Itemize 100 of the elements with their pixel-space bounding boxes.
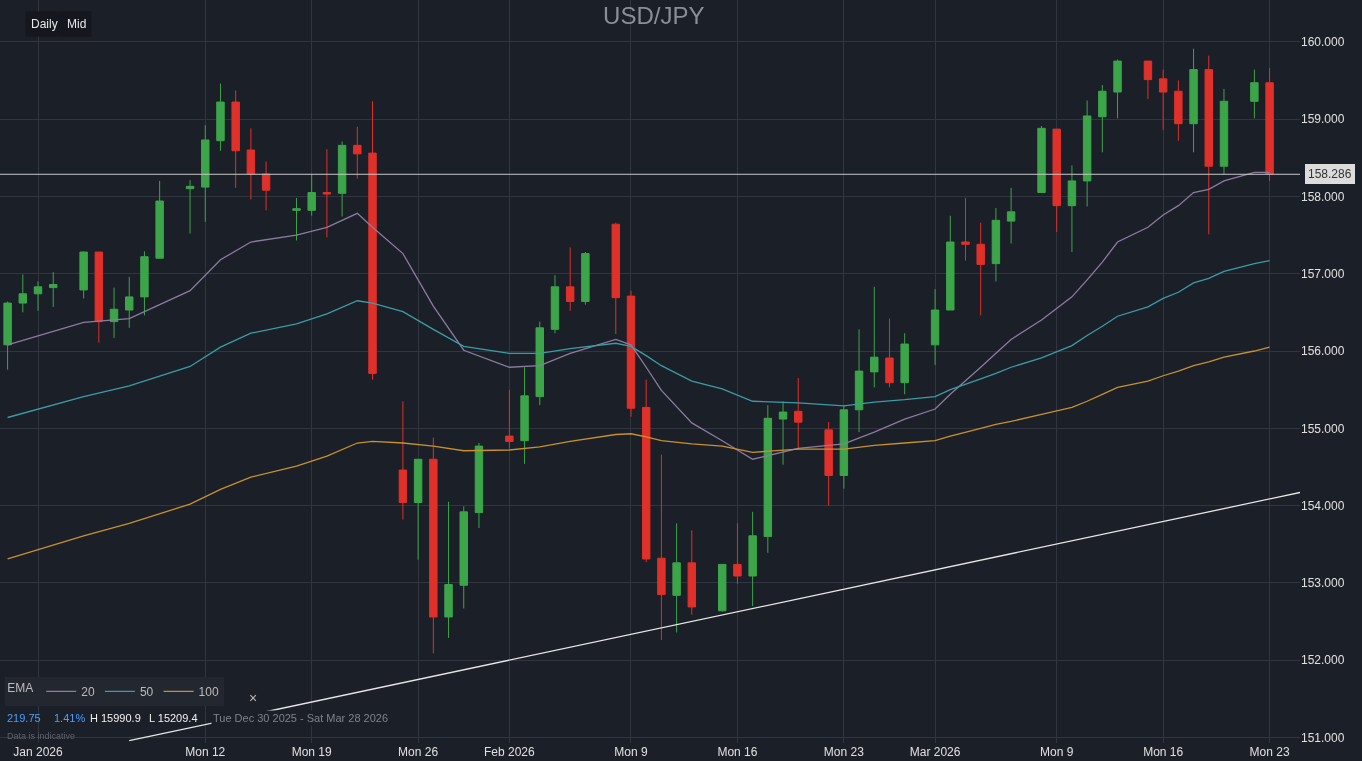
candlestick (687, 529, 697, 616)
x-tick-label: Mon 23 (1249, 745, 1290, 759)
x-tick-label: Mon 19 (291, 745, 333, 759)
candlestick (824, 421, 833, 507)
y-tick-label: 157.000 (1301, 266, 1345, 281)
annotation: 219.75 (7, 712, 41, 724)
candlestick (337, 140, 347, 217)
candlestick (459, 505, 468, 609)
candlestick (125, 276, 134, 329)
candlestick (641, 379, 651, 563)
legend-label: 50 (139, 685, 154, 700)
candlestick (109, 287, 119, 339)
candlestick (535, 321, 544, 406)
candlestick (18, 273, 28, 313)
candlestick (1189, 48, 1198, 153)
candlestick (33, 280, 43, 312)
candlestick (231, 89, 240, 189)
candlestick (48, 271, 58, 308)
candlestick (1098, 84, 1107, 153)
x-tick-label: Mon 26 (398, 745, 439, 759)
y-tick-label: 153.000 (1301, 576, 1345, 591)
x-tick-label: Jan 2026 (13, 745, 64, 759)
candlestick (550, 274, 560, 334)
ref-line-label: 158.286 (1308, 167, 1352, 181)
candlestick (870, 286, 879, 388)
candlestick (474, 442, 484, 529)
candlestick (1250, 69, 1259, 119)
candlestick (1067, 164, 1077, 253)
candlestick (155, 180, 164, 259)
y-tick-label: 151.000 (1301, 730, 1345, 745)
candlestick (794, 377, 803, 450)
y-tick-label: 158.000 (1301, 189, 1345, 204)
candlestick (185, 179, 195, 234)
candlestick (1265, 67, 1274, 182)
annotation: L 15209.4 (149, 712, 198, 724)
candlestick (839, 404, 849, 490)
candlestick (946, 215, 955, 311)
candlestick (1037, 125, 1046, 194)
y-tick-label: 156.000 (1301, 344, 1345, 359)
annotation: Tue Dec 30 2025 - Sat Mar 28 2026 (213, 712, 389, 724)
candlestick (1006, 187, 1016, 245)
candlestick (261, 161, 271, 211)
x-tick-label: Mon 9 (1040, 745, 1074, 759)
candlestick (1113, 59, 1122, 119)
candlestick (353, 126, 362, 180)
legend-label: 100 (198, 685, 219, 700)
candlestick (1052, 128, 1061, 233)
candlestick (1143, 60, 1153, 100)
line-series (6, 171, 1271, 460)
legend-title: EMA (7, 681, 34, 696)
candlestick (520, 366, 529, 465)
candlestick (368, 100, 377, 381)
candlestick (322, 148, 332, 238)
candlestick (413, 458, 423, 561)
y-tick-label: 159.000 (1301, 112, 1345, 127)
y-tick-label: 154.000 (1301, 498, 1345, 513)
candlestick (140, 250, 149, 316)
candlestick (565, 246, 575, 312)
x-tick-label: Feb 2026 (484, 745, 536, 759)
candlestick (201, 124, 210, 223)
candlestick (778, 400, 788, 466)
candlestick (763, 404, 773, 554)
candlestick (292, 197, 301, 241)
annotation: Daily (31, 17, 58, 31)
candlestick (976, 222, 985, 316)
candlestick (748, 511, 757, 607)
candlestick (3, 301, 12, 371)
candlestick (991, 207, 1001, 282)
candlestick (1219, 88, 1229, 176)
y-tick-label: 160.000 (1301, 34, 1345, 49)
x-tick-label: Mon 16 (717, 745, 758, 759)
legend-label: 20 (81, 685, 95, 700)
candlestick (733, 522, 742, 585)
candlestick (94, 251, 104, 344)
candlestick (1158, 69, 1168, 131)
candlestick (854, 328, 864, 433)
candlestick (611, 222, 621, 335)
candlestick (657, 454, 666, 641)
candlestick (307, 173, 316, 217)
line-series (6, 346, 1271, 560)
candlestick (444, 501, 453, 639)
x-tick-label: Mon 16 (1143, 745, 1184, 759)
annotation: H 15990.9 (90, 712, 141, 724)
x-tick-label: Mon 12 (185, 745, 226, 759)
candlestick (246, 127, 256, 200)
y-tick-label: 155.000 (1301, 421, 1345, 436)
line-series (6, 259, 1271, 419)
candlestick (581, 251, 590, 306)
candlestick (398, 400, 408, 521)
candlestick (930, 288, 940, 366)
candlestick (1174, 79, 1183, 142)
candlestick (429, 437, 438, 654)
chart-title: USD/JPY (603, 2, 705, 30)
candlestick (885, 318, 894, 388)
candlestick (626, 290, 636, 418)
candlestick (505, 389, 514, 449)
candlestick (216, 83, 225, 152)
annotation: 1.41% (54, 712, 86, 724)
candlestick (900, 332, 909, 395)
candlestick (961, 197, 970, 262)
